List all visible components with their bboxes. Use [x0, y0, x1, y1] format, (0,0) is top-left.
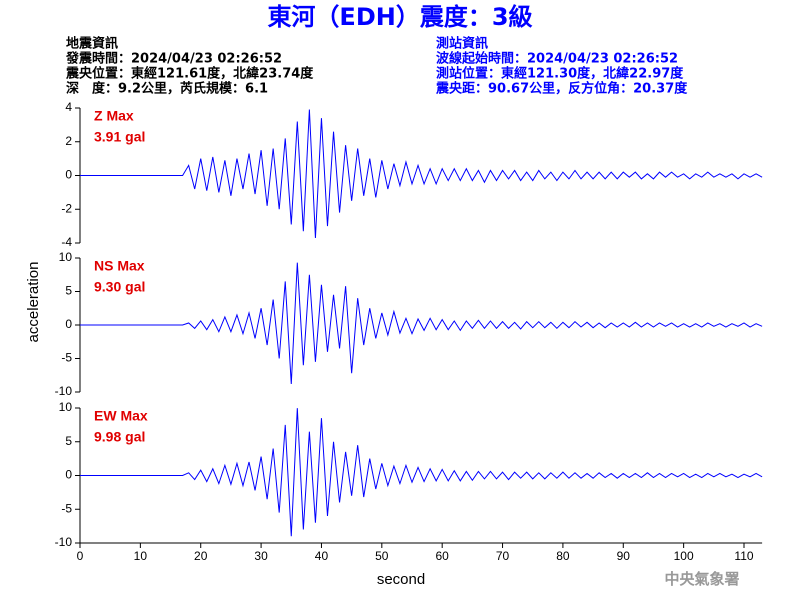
y-tick-label: 5: [65, 284, 72, 298]
y-tick-label: 0: [65, 317, 72, 331]
annotation: 9.30 gal: [94, 279, 145, 295]
footer-mark: 中央氣象署: [664, 570, 739, 588]
info-line: 震央距：90.67公里，反方位角：20.37度: [435, 81, 688, 97]
y-tick-label: -10: [55, 384, 73, 398]
info-line: 地震資訊: [66, 36, 118, 52]
info-line: 深 度：9.2公里，芮氏規模：6.1: [66, 81, 268, 97]
waveform: [80, 109, 763, 238]
y-tick-label: 10: [59, 250, 73, 264]
annotation: 9.98 gal: [94, 429, 145, 445]
y-tick-label: -2: [61, 201, 72, 215]
x-axis-label: second: [377, 571, 425, 588]
y-tick-label: -10: [55, 535, 73, 549]
y-tick-label: 5: [65, 434, 72, 448]
y-tick-label: -5: [61, 351, 72, 365]
x-tick-label: 90: [617, 549, 631, 563]
x-tick-label: 50: [375, 549, 389, 563]
y-tick-label: -4: [61, 235, 72, 249]
info-line: 測站資訊: [436, 36, 488, 52]
y-tick-label: 0: [65, 468, 72, 482]
x-tick-label: 100: [674, 549, 694, 563]
x-tick-label: 60: [436, 549, 450, 563]
y-tick-label: 10: [59, 400, 73, 414]
chart-title: 東河（EDH）震度：3級: [267, 3, 532, 31]
x-tick-label: 70: [496, 549, 510, 563]
x-tick-label: 110: [734, 549, 753, 563]
annotation: 3.91 gal: [94, 129, 145, 145]
y-tick-label: 4: [65, 100, 72, 114]
y-tick-label: 0: [65, 168, 72, 182]
info-line: 震央位置：東經121.61度，北緯23.74度: [65, 66, 314, 82]
x-tick-label: 10: [134, 549, 148, 563]
x-tick-label: 80: [556, 549, 570, 563]
y-tick-label: -5: [61, 501, 72, 515]
waveform: [80, 408, 763, 537]
y-axis-label: acceleration: [25, 262, 42, 343]
waveform: [80, 262, 763, 384]
info-line: 發震時間：2024/04/23 02:26:52: [65, 51, 282, 67]
x-tick-label: 20: [194, 549, 208, 563]
y-tick-label: 2: [65, 134, 72, 148]
annotation: Z Max: [94, 108, 134, 124]
info-line: 測站位置：東經121.30度，北緯22.97度: [436, 66, 684, 82]
x-tick-label: 0: [77, 549, 84, 563]
x-tick-label: 30: [254, 549, 268, 563]
x-tick-label: 40: [315, 549, 329, 563]
annotation: EW Max: [94, 408, 148, 424]
annotation: NS Max: [94, 258, 145, 274]
info-line: 波線起始時間：2024/04/23 02:26:52: [436, 51, 678, 67]
